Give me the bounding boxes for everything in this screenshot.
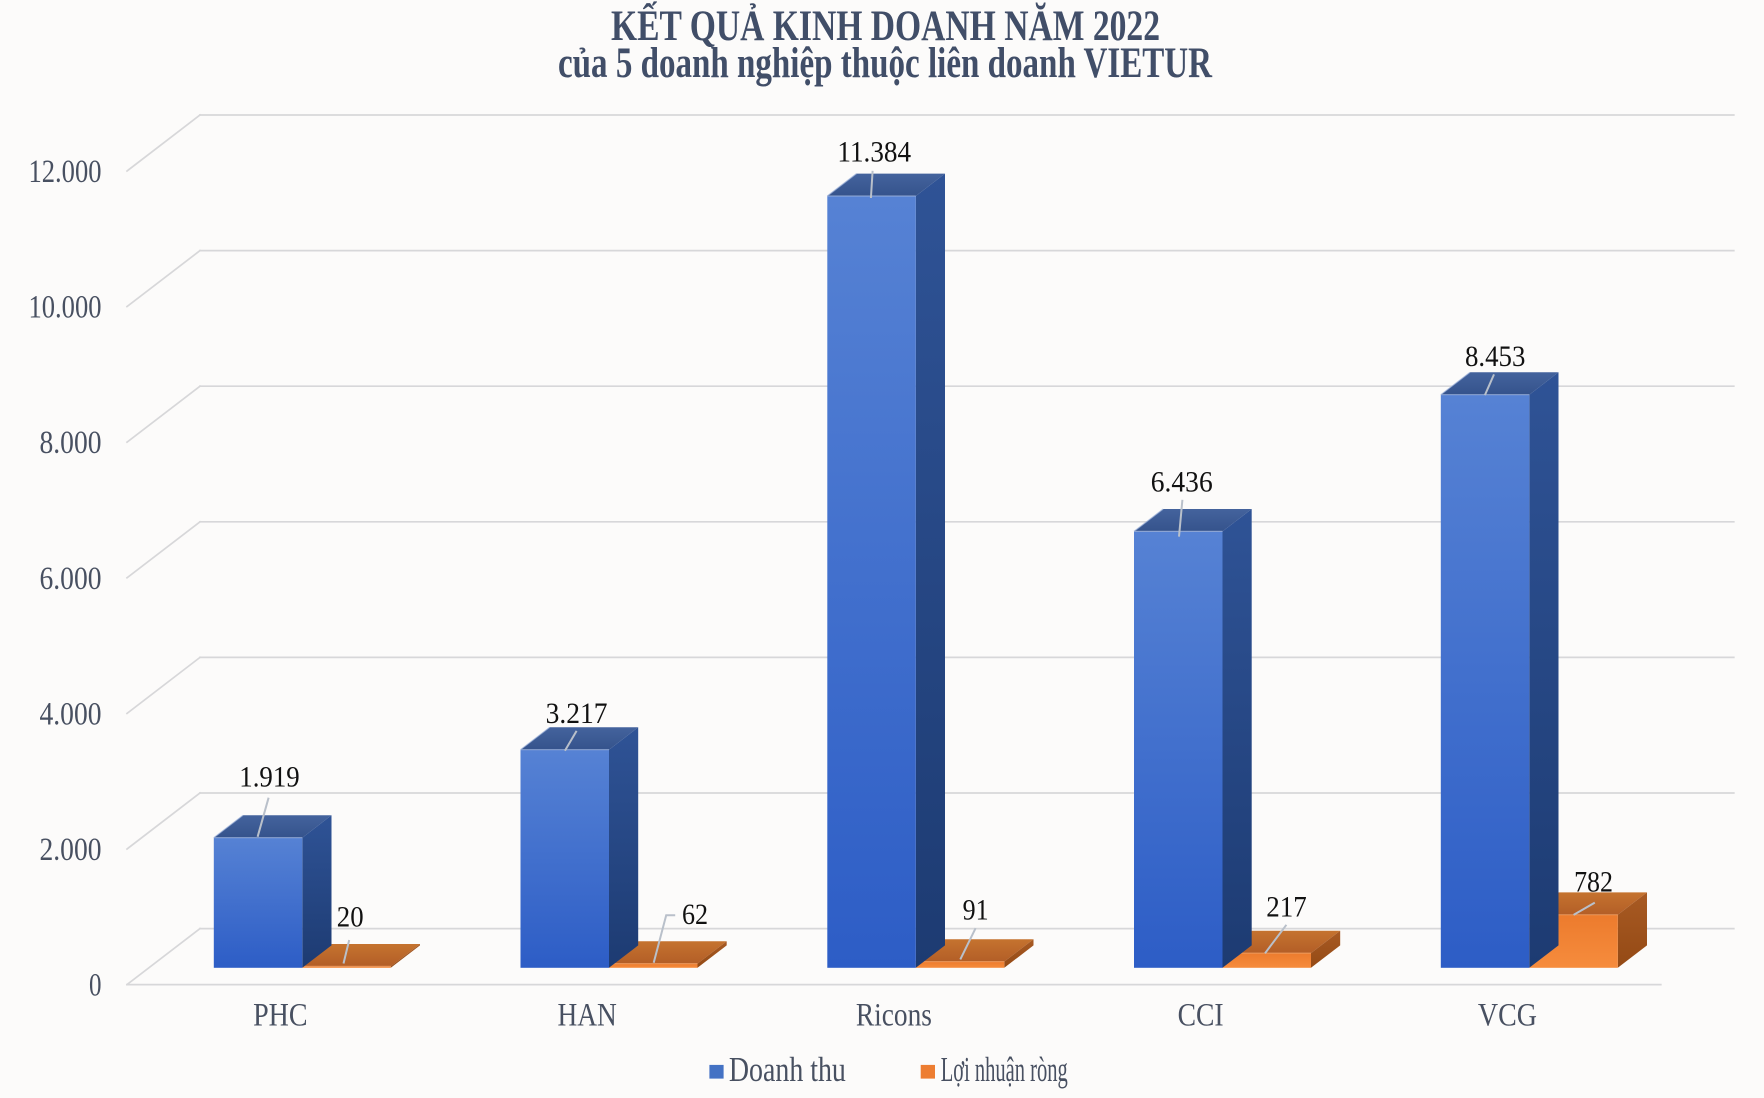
svg-text:782: 782 [1574, 866, 1613, 899]
svg-text:HAN: HAN [558, 998, 617, 1034]
svg-text:0: 0 [89, 968, 102, 1004]
svg-text:4.000: 4.000 [40, 696, 102, 732]
svg-text:6.000: 6.000 [40, 561, 102, 597]
svg-text:1.919: 1.919 [239, 761, 299, 794]
svg-text:11.384: 11.384 [837, 136, 911, 169]
svg-text:2.000: 2.000 [40, 832, 102, 868]
svg-text:Lợi nhuận ròng: Lợi nhuận ròng [941, 1050, 1068, 1089]
svg-text:PHC: PHC [253, 998, 308, 1034]
svg-text:8.453: 8.453 [1465, 340, 1525, 373]
svg-text:KẾT QUẢ KINH DOANH NĂM 2022: KẾT QUẢ KINH DOANH NĂM 2022 [611, 2, 1160, 50]
svg-text:Ricons: Ricons [856, 998, 932, 1034]
svg-text:20: 20 [337, 901, 364, 934]
svg-text:6.436: 6.436 [1151, 466, 1213, 499]
svg-text:91: 91 [963, 894, 989, 927]
svg-text:Doanh thu: Doanh thu [729, 1050, 846, 1089]
svg-text:của 5 doanh nghiệp thuộc liên: của 5 doanh nghiệp thuộc liên doanh VIET… [558, 40, 1213, 87]
svg-text:VCG: VCG [1478, 998, 1537, 1034]
svg-text:62: 62 [682, 898, 708, 931]
svg-text:8.000: 8.000 [40, 425, 102, 461]
svg-text:CCI: CCI [1178, 998, 1224, 1034]
svg-text:12.000: 12.000 [29, 154, 102, 190]
svg-text:3.217: 3.217 [546, 697, 608, 730]
svg-text:10.000: 10.000 [29, 290, 102, 326]
svg-text:217: 217 [1266, 890, 1307, 923]
